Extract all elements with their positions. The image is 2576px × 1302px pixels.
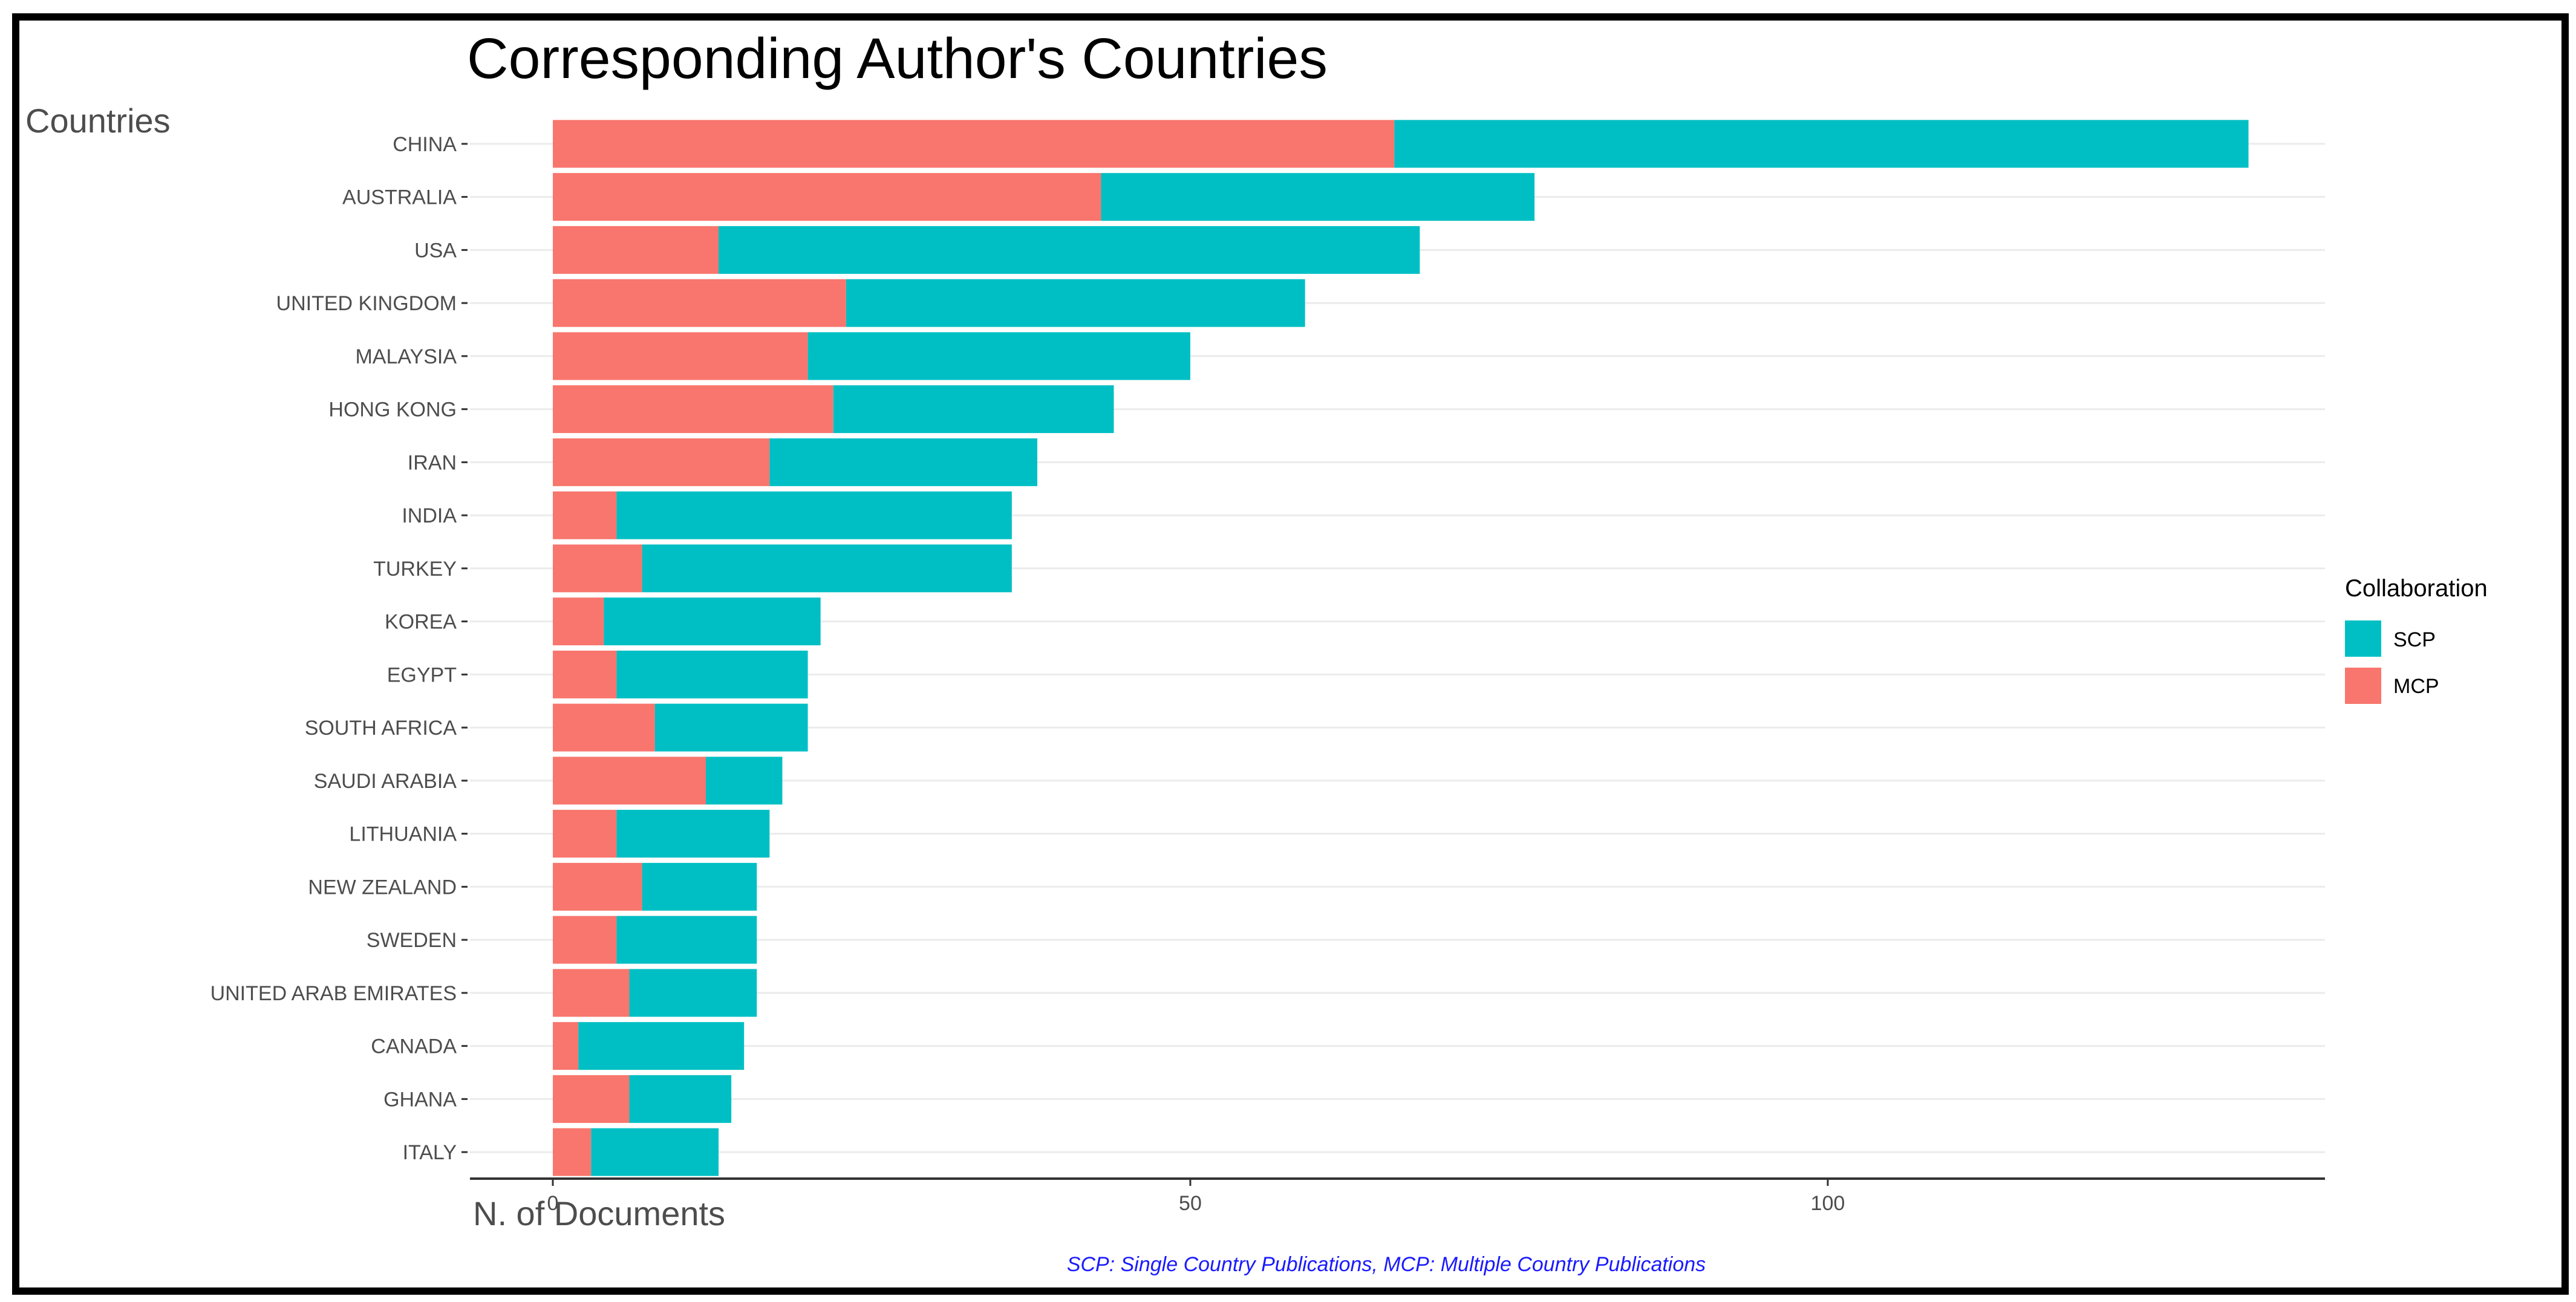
axis-layer: CHINA AUSTRALIA USA UNITED KINGDOM MALAYSIA H… [210, 133, 2325, 1215]
bar-scp-india [616, 491, 1012, 539]
bar-scp-usa [719, 226, 1420, 274]
bar-mcp-new-zealand [553, 862, 642, 911]
bar-mcp-ghana [553, 1075, 630, 1123]
y-tick-label: INDIA [402, 504, 457, 527]
legend-swatch-mcp [2345, 668, 2381, 704]
y-tick-label: CHINA [393, 133, 457, 156]
bar-scp-iran [769, 438, 1038, 486]
bar-scp-korea [604, 597, 821, 646]
legend-label-mcp: MCP [2393, 675, 2439, 698]
chart-frame: Corresponding Author's Countries Countri… [12, 13, 2569, 1295]
legend: Collaboration SCP MCP [2345, 575, 2488, 704]
bar-mcp-australia [553, 173, 1101, 221]
bar-mcp-united-kingdom [553, 279, 846, 327]
x-axis-title: N. of Documents [473, 1194, 725, 1232]
bar-scp-saudi-arabia [705, 757, 783, 805]
x-tick-label: 0 [547, 1192, 559, 1215]
bar-mcp-south-africa [553, 703, 655, 752]
bar-scp-egypt [616, 650, 808, 698]
y-tick-label: UNITED KINGDOM [276, 292, 457, 315]
bar-scp-malaysia [807, 332, 1190, 380]
bar-mcp-hong-kong [553, 385, 833, 434]
y-tick-label: HONG KONG [328, 399, 457, 422]
bar-mcp-iran [553, 438, 770, 486]
y-tick-label: EGYPT [387, 663, 457, 686]
y-tick-label: CANADA [371, 1035, 457, 1058]
bar-scp-china [1394, 120, 2249, 168]
y-axis-title: Countries [25, 102, 171, 140]
bar-scp-united-arab-emirates [629, 969, 757, 1017]
chart-svg: Corresponding Author's Countries Countri… [25, 27, 2488, 1276]
y-tick-label: TURKEY [373, 558, 457, 581]
bar-mcp-malaysia [553, 332, 808, 380]
y-tick-label: UNITED ARAB EMIRATES [210, 982, 457, 1005]
x-tick-label: 50 [1179, 1192, 1202, 1215]
bar-mcp-italy [553, 1128, 592, 1176]
bars-layer [553, 120, 2249, 1176]
y-tick-label: GHANA [383, 1088, 457, 1111]
y-tick-label: ITALY [403, 1141, 457, 1164]
bar-mcp-india [553, 491, 617, 539]
y-tick-label: SWEDEN [367, 929, 457, 952]
bar-mcp-korea [553, 597, 604, 646]
y-tick-label: AUSTRALIA [342, 186, 457, 209]
bar-scp-italy [591, 1128, 719, 1176]
bar-scp-united-kingdom [846, 279, 1305, 327]
bar-scp-new-zealand [642, 862, 757, 911]
bar-mcp-saudi-arabia [553, 757, 706, 805]
bar-mcp-sweden [553, 916, 617, 964]
bar-scp-australia [1101, 173, 1535, 221]
bar-scp-sweden [616, 916, 757, 964]
chart-title: Corresponding Author's Countries [467, 27, 1328, 91]
y-tick-label: MALAYSIA [355, 345, 457, 368]
bar-mcp-egypt [553, 650, 617, 698]
bar-mcp-china [553, 120, 1395, 168]
x-tick-label: 100 [1811, 1192, 1845, 1215]
bar-mcp-usa [553, 226, 719, 274]
bar-mcp-turkey [553, 544, 642, 593]
bar-scp-canada [578, 1022, 745, 1070]
y-tick-label: SAUDI ARABIA [314, 770, 457, 793]
legend-label-scp: SCP [2393, 628, 2436, 651]
chart-caption: SCP: Single Country Publications, MCP: M… [1067, 1253, 1706, 1276]
bar-mcp-lithuania [553, 810, 617, 858]
y-tick-label: NEW ZEALAND [308, 876, 457, 899]
bar-mcp-canada [553, 1022, 579, 1070]
y-tick-label: SOUTH AFRICA [305, 717, 457, 740]
y-tick-label: KOREA [385, 611, 457, 634]
bar-scp-south-africa [654, 703, 808, 752]
y-tick-label: LITHUANIA [349, 823, 457, 846]
bar-scp-turkey [642, 544, 1012, 593]
bar-scp-ghana [629, 1075, 732, 1123]
bar-scp-hong-kong [833, 385, 1114, 434]
y-tick-label: IRAN [408, 451, 457, 474]
y-tick-label: USA [414, 239, 457, 262]
legend-title: Collaboration [2345, 575, 2488, 602]
bar-scp-lithuania [616, 810, 770, 858]
bar-mcp-united-arab-emirates [553, 969, 630, 1017]
legend-swatch-scp [2345, 620, 2381, 657]
